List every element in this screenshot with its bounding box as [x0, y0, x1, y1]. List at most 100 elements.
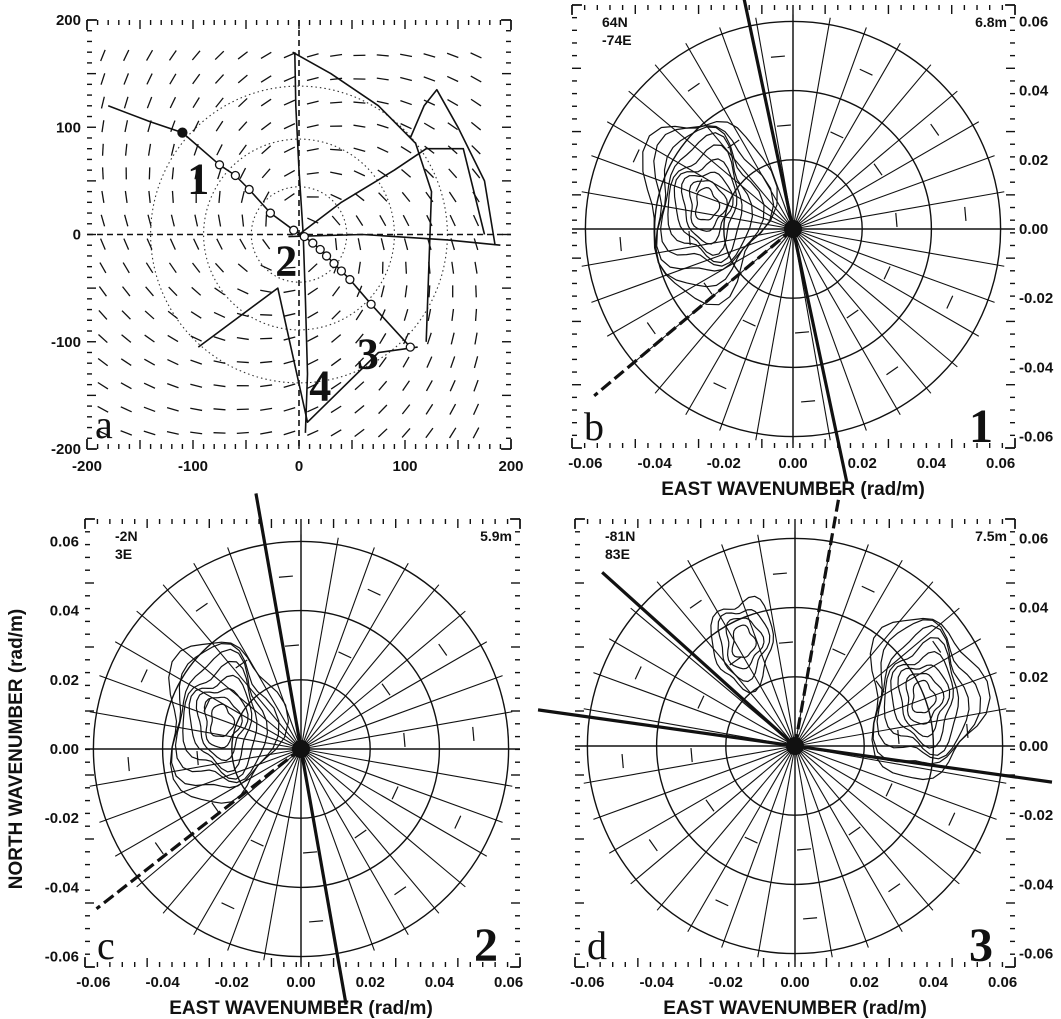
wind-dash [450, 356, 456, 369]
spectrum-contour [667, 144, 743, 264]
wind-dash [167, 383, 179, 389]
wind-dash [473, 379, 479, 392]
wind-dash [357, 261, 361, 274]
wind-dash [238, 144, 247, 156]
flight-track-line [409, 88, 496, 246]
wind-dash [330, 193, 342, 201]
ring-dash [703, 282, 713, 295]
wind-dash [283, 383, 296, 389]
wind-dash [145, 262, 154, 274]
direction-spoke [685, 228, 794, 416]
wind-dash [425, 380, 433, 392]
track-point-label: 2 [275, 236, 297, 285]
wind-dash [427, 308, 432, 321]
direction-spoke [757, 534, 796, 747]
wind-dash [143, 382, 156, 389]
direction-spoke [300, 748, 466, 888]
spectrum-contour [869, 617, 991, 781]
x-axis-title: EAST WAVENUMBER (rad/m) [663, 998, 927, 1019]
spectrum-contour [905, 672, 945, 725]
x-tick-label: 200 [498, 458, 523, 475]
ring-dash [715, 899, 729, 907]
wind-dash [240, 190, 245, 203]
flight-track-line [197, 287, 418, 424]
direction-spoke [656, 745, 796, 911]
spectrum-location-marker [289, 225, 299, 235]
spectrum-contour [688, 180, 728, 232]
spectrum-location-marker [405, 342, 415, 352]
wind-dash [380, 238, 385, 251]
wind-dash [357, 238, 362, 251]
wind-dash [355, 215, 364, 226]
wind-dash [192, 73, 201, 85]
wind-dash [214, 50, 225, 61]
wind-dash [100, 96, 105, 109]
direction-spoke [792, 155, 995, 230]
wind-dash [423, 53, 436, 58]
direction-spoke [162, 748, 302, 914]
wind-dash [194, 167, 198, 180]
x-tick-label: -0.02 [215, 974, 249, 991]
wind-dash [121, 310, 131, 320]
wind-dash [423, 99, 436, 106]
dotted-range-ring [203, 138, 395, 331]
direction-spoke [593, 745, 796, 820]
ring-dash [195, 602, 208, 612]
direction-spoke [792, 90, 958, 230]
wind-dash [330, 148, 343, 151]
wind-dash [213, 408, 226, 411]
y-tick-label: 0.06 [50, 533, 79, 550]
wind-dash [237, 51, 248, 60]
spectrum-contour [659, 132, 754, 267]
y-tick-label: 0.06 [1019, 13, 1048, 30]
wind-dash [144, 334, 155, 343]
wind-dash [449, 379, 456, 392]
wind-dash [378, 380, 388, 391]
x-tick-label: 100 [392, 458, 417, 475]
direction-spoke [792, 228, 932, 394]
y-tick-label: 0.02 [1019, 669, 1048, 686]
y-tick-label: 0.00 [50, 741, 79, 758]
wind-dash [472, 214, 480, 227]
wind-dash [376, 54, 389, 57]
spectrum-contour [171, 642, 280, 789]
ring-dash [303, 851, 318, 854]
wind-dash [283, 169, 296, 177]
wind-dash [354, 357, 365, 367]
direction-spoke [794, 607, 960, 747]
direction-spoke [583, 745, 796, 784]
direction-spoke [608, 745, 796, 854]
ring-dash [895, 212, 898, 227]
wind-dash [145, 286, 154, 297]
y-tick-label: -0.04 [1019, 359, 1054, 376]
direction-spoke [794, 559, 903, 747]
wind-dash [260, 314, 273, 316]
wind-dash [376, 123, 389, 129]
direction-spoke [300, 562, 409, 750]
ring-dash [875, 680, 885, 693]
wind-dash [400, 99, 412, 106]
x-axis-title: EAST WAVENUMBER (rad/m) [661, 479, 925, 500]
ring-dash [859, 68, 873, 76]
wind-dash [100, 214, 106, 227]
wind-dash [283, 146, 296, 154]
direction-spoke [193, 562, 302, 750]
ring-dash [776, 124, 791, 127]
direction-spoke [654, 228, 794, 394]
wind-dash [217, 167, 222, 180]
ring-dash [140, 669, 148, 683]
direction-spoke [792, 17, 831, 230]
ring-dash [888, 883, 901, 893]
ring-dash [846, 309, 859, 319]
x-tick-label: 0.02 [356, 974, 385, 991]
wind-dash [123, 49, 130, 62]
direction-spoke [193, 748, 302, 936]
wind-dash [124, 120, 129, 133]
y-tick-label: -0.04 [1019, 876, 1054, 893]
ring-dash [250, 839, 264, 847]
wind-dash [100, 49, 106, 62]
ring-dash [801, 400, 816, 403]
wind-dash [377, 146, 389, 153]
wind-dash [307, 287, 319, 296]
wind-dash [330, 358, 342, 367]
